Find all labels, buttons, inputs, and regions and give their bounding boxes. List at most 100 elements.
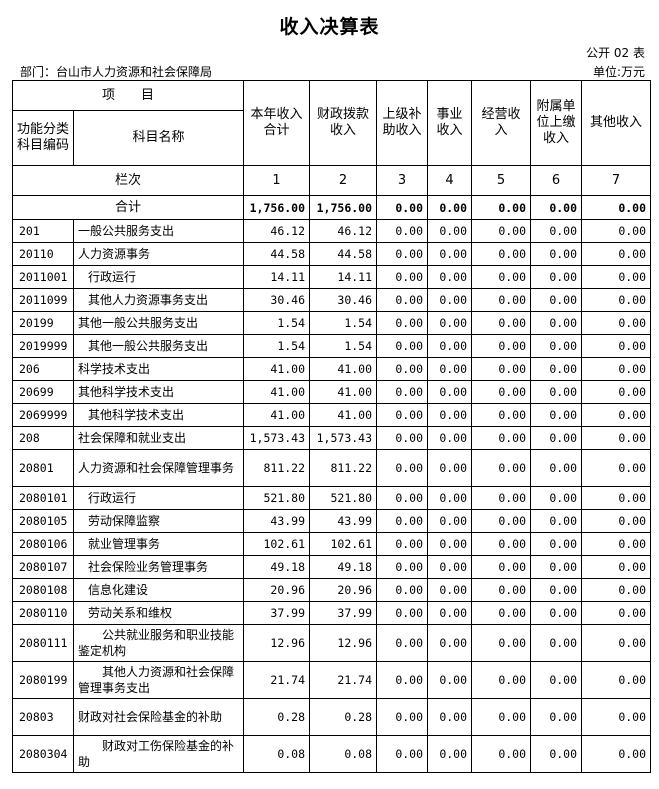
row-value: 0.00 bbox=[376, 334, 429, 358]
row-value: 0.00 bbox=[581, 555, 652, 579]
row-value: 0.00 bbox=[581, 311, 652, 335]
row-value: 0.00 bbox=[581, 601, 652, 625]
row-value: 0.00 bbox=[581, 426, 652, 450]
table-row: 2080111 公共就业服务和职业技能鉴定机构 12.96 12.96 0.00 0.0… bbox=[12, 624, 652, 662]
row-value: 43.99 bbox=[243, 509, 311, 533]
row-value: 49.18 bbox=[243, 555, 311, 579]
row-value: 0.00 bbox=[581, 357, 652, 381]
row-value: 0.00 bbox=[376, 426, 429, 450]
row-value: 0.00 bbox=[376, 601, 429, 625]
row-value: 0.00 bbox=[581, 532, 652, 556]
table-row: 2080304 财政对工伤保险基金的补助 0.08 0.08 0.00 0.00 0.00… bbox=[12, 735, 652, 773]
row-value: 0.00 bbox=[530, 265, 583, 289]
row-name: 其他一般公共服务支出 bbox=[72, 334, 245, 358]
row-value: 0.00 bbox=[530, 735, 583, 773]
row-value: 0.00 bbox=[427, 601, 473, 625]
row-value: 0.00 bbox=[376, 509, 429, 533]
total-value: 1,756.00 bbox=[309, 195, 378, 220]
row-value: 102.61 bbox=[309, 532, 378, 556]
row-value: 0.00 bbox=[530, 242, 583, 266]
total-value: 0.00 bbox=[376, 195, 429, 220]
row-value: 0.00 bbox=[427, 624, 473, 662]
row-value: 0.00 bbox=[530, 380, 583, 404]
row-value: 0.00 bbox=[376, 242, 429, 266]
table-row: 2080101 行政运行 521.80 521.80 0.00 0.00 0.00 0.00 0… bbox=[12, 486, 652, 510]
row-code: 2080110 bbox=[12, 601, 74, 625]
total-value: 0.00 bbox=[581, 195, 652, 220]
row-value: 0.00 bbox=[530, 578, 583, 602]
table-row: 20803 财政对社会保险基金的补助 0.28 0.28 0.00 0.00 0.00 0.0… bbox=[12, 698, 652, 736]
total-value: 0.00 bbox=[530, 195, 583, 220]
row-value: 41.00 bbox=[309, 380, 378, 404]
row-code: 20803 bbox=[12, 698, 74, 736]
row-code: 2080108 bbox=[12, 578, 74, 602]
table-row: 20199 其他一般公共服务支出 1.54 1.54 0.00 0.00 0.00 0.00 0… bbox=[12, 311, 652, 335]
row-value: 0.00 bbox=[471, 426, 532, 450]
row-name: 劳动关系和维权 bbox=[72, 601, 245, 625]
row-value: 0.00 bbox=[376, 449, 429, 487]
row-value: 0.00 bbox=[427, 698, 473, 736]
row-value: 0.00 bbox=[530, 449, 583, 487]
row-value: 102.61 bbox=[243, 532, 311, 556]
row-code: 201 bbox=[12, 219, 74, 243]
row-value: 521.80 bbox=[243, 486, 311, 510]
table-row: 201 一般公共服务支出 46.12 46.12 0.00 0.00 0.00 0.00 0.0… bbox=[12, 219, 652, 243]
row-value: 0.00 bbox=[427, 735, 473, 773]
header-code: 功能分类科目编码 bbox=[12, 110, 74, 166]
header-col-3: 上级补助收入 bbox=[376, 80, 429, 166]
row-value: 43.99 bbox=[309, 509, 378, 533]
col-index-4: 4 bbox=[427, 165, 473, 196]
row-name: 其他人力资源和社会保障管理事务支出 bbox=[72, 661, 245, 699]
row-code: 20110 bbox=[12, 242, 74, 266]
row-value: 41.00 bbox=[243, 357, 311, 381]
row-name: 行政运行 bbox=[72, 486, 245, 510]
row-code: 2011099 bbox=[12, 288, 74, 312]
table-row: 20699 其他科学技术支出 41.00 41.00 0.00 0.00 0.00 0.00 0… bbox=[12, 380, 652, 404]
row-value: 20.96 bbox=[309, 578, 378, 602]
row-name: 公共就业服务和职业技能鉴定机构 bbox=[72, 624, 245, 662]
row-value: 0.00 bbox=[471, 578, 532, 602]
row-value: 0.00 bbox=[427, 311, 473, 335]
row-value: 0.28 bbox=[309, 698, 378, 736]
row-value: 0.08 bbox=[243, 735, 311, 773]
total-value: 0.00 bbox=[427, 195, 473, 220]
col-index-3: 3 bbox=[376, 165, 429, 196]
row-value: 0.00 bbox=[530, 624, 583, 662]
row-name: 其他人力资源事务支出 bbox=[72, 288, 245, 312]
row-value: 0.00 bbox=[471, 219, 532, 243]
row-value: 0.00 bbox=[530, 334, 583, 358]
unit-label: 单位:万元 bbox=[592, 65, 645, 79]
row-value: 0.00 bbox=[471, 449, 532, 487]
table-row: 20801 人力资源和社会保障管理事务 811.22 811.22 0.00 0.00 0.… bbox=[12, 449, 652, 487]
col-index-6: 6 bbox=[530, 165, 583, 196]
row-value: 0.00 bbox=[581, 578, 652, 602]
row-value: 0.00 bbox=[471, 311, 532, 335]
header-col-1: 本年收入合计 bbox=[243, 80, 311, 166]
row-value: 12.96 bbox=[243, 624, 311, 662]
row-code: 2080111 bbox=[12, 624, 74, 662]
row-value: 0.00 bbox=[376, 265, 429, 289]
row-value: 0.00 bbox=[471, 357, 532, 381]
row-value: 0.00 bbox=[530, 357, 583, 381]
total-label: 合计 bbox=[11, 195, 245, 220]
row-value: 0.00 bbox=[471, 735, 532, 773]
row-value: 49.18 bbox=[309, 555, 378, 579]
header-col-4: 事业收入 bbox=[427, 80, 473, 166]
row-value: 0.00 bbox=[427, 486, 473, 510]
row-name: 行政运行 bbox=[72, 265, 245, 289]
table-row: 2080108 信息化建设 20.96 20.96 0.00 0.00 0.00 0.00 0.… bbox=[12, 578, 652, 602]
row-value: 0.00 bbox=[376, 380, 429, 404]
row-name: 其他科学技术支出 bbox=[72, 403, 245, 427]
row-code: 2019999 bbox=[12, 334, 74, 358]
row-value: 30.46 bbox=[243, 288, 311, 312]
row-value: 21.74 bbox=[243, 661, 311, 699]
row-value: 0.00 bbox=[376, 698, 429, 736]
row-value: 0.00 bbox=[376, 578, 429, 602]
row-code: 2011001 bbox=[12, 265, 74, 289]
row-value: 0.00 bbox=[581, 698, 652, 736]
row-name: 人力资源和社会保障管理事务 bbox=[72, 449, 245, 487]
col-index-2: 2 bbox=[309, 165, 378, 196]
col-index-7: 7 bbox=[581, 165, 652, 196]
row-value: 0.00 bbox=[530, 661, 583, 699]
